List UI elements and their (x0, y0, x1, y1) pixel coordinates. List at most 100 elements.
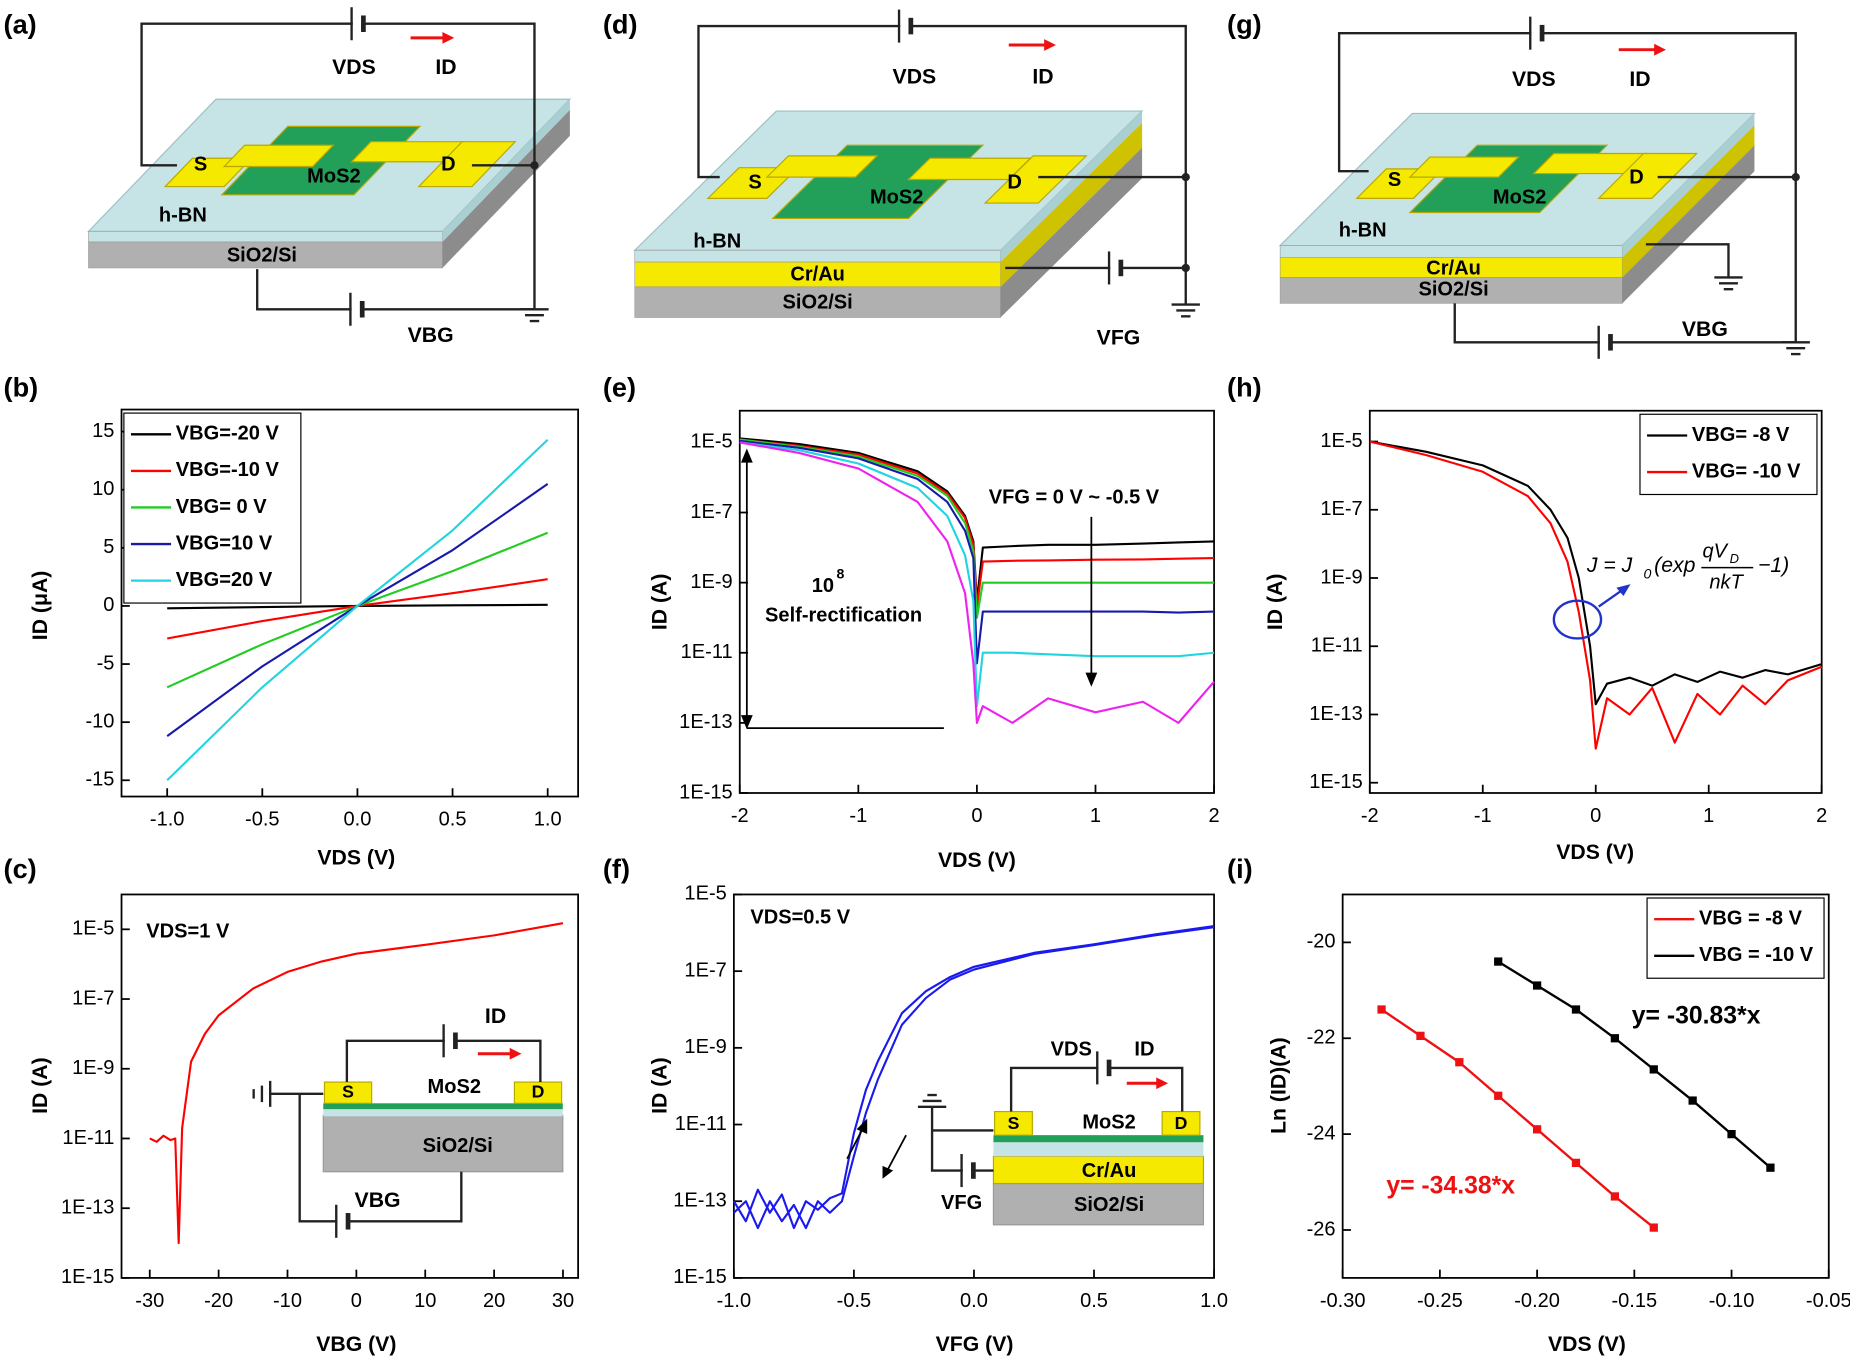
label: VBG (1682, 318, 1728, 341)
source-arm (1408, 156, 1520, 178)
plot-frame (120, 893, 580, 1279)
arrow-head (1616, 584, 1631, 596)
series-line (149, 922, 564, 1245)
x-tick-label: 2 (1208, 805, 1219, 827)
x-tick-label: 1 (1090, 805, 1101, 827)
label: SiO2/Si (1074, 1194, 1144, 1216)
series-line (739, 439, 1215, 665)
sweep-arrow (886, 1134, 907, 1171)
layer-side (1000, 147, 1143, 318)
battery-gap (1531, 29, 1541, 37)
y-tick-label: 1E-9 (684, 1036, 726, 1058)
panel-label: (g) (1227, 8, 1262, 39)
layer-side (442, 109, 570, 268)
current-arrow-head (1156, 1077, 1169, 1090)
dielectric (323, 1109, 563, 1117)
arrow-head (882, 1165, 894, 1179)
point (1532, 1125, 1542, 1134)
y-tick-label: 1E-9 (690, 571, 732, 593)
layer-side (1622, 145, 1755, 304)
point (1532, 981, 1542, 990)
y-tick-label: 1E-11 (62, 1127, 114, 1149)
x-tick-label: 1.0 (1200, 1290, 1228, 1312)
x-tick-label: -2 (1361, 805, 1379, 827)
battery-gap (1110, 264, 1120, 272)
arrow-head (740, 715, 753, 730)
point (1416, 1031, 1425, 1040)
x-tick-label: -0.15 (1611, 1290, 1657, 1312)
point (1571, 1158, 1581, 1168)
x-tick-label: -0.5 (245, 808, 280, 830)
panel-label: (c) (4, 853, 37, 884)
y-tick-label: 1E-9 (72, 1057, 114, 1079)
x-tick-label: 0 (351, 1290, 362, 1312)
label: MoS2 (1082, 1112, 1135, 1134)
label: SiO2/Si (783, 292, 853, 314)
legend-label: VBG= 0 V (176, 496, 267, 518)
point (1766, 1163, 1775, 1172)
x-tick-label: -0.30 (1320, 1290, 1366, 1312)
series-line (733, 926, 1215, 1230)
label: VDS (1512, 68, 1556, 91)
x-tick-label: -0.20 (1514, 1290, 1560, 1312)
y-tick-label: 10 (92, 478, 114, 500)
point (1649, 1223, 1658, 1232)
point (1649, 1065, 1658, 1074)
label: h-BN (1339, 220, 1387, 242)
layer-side (1000, 122, 1143, 287)
fit-line (1380, 1008, 1655, 1229)
layer-front (88, 241, 443, 269)
layer-front (634, 249, 1001, 263)
channel (323, 1103, 563, 1110)
x-tick-label: 0 (971, 805, 982, 827)
y-tick-label: 5 (103, 536, 114, 558)
arrow-head (1085, 672, 1098, 687)
label: MoS2 (428, 1076, 481, 1098)
wire (1337, 31, 1797, 343)
y-tick-label: 1E-5 (690, 431, 732, 453)
label: VDS (893, 66, 937, 89)
junction (1181, 263, 1190, 273)
series-line (166, 438, 549, 782)
y-tick-label: 1E-13 (61, 1196, 115, 1218)
label: Cr/Au (1082, 1160, 1137, 1182)
layer-front (88, 231, 443, 243)
layer-side (1622, 113, 1755, 258)
y-tick-label: -22 (1307, 1027, 1336, 1049)
label: ID (1134, 1038, 1154, 1060)
current-arrow-head (1044, 39, 1056, 51)
battery-gap (1599, 338, 1610, 346)
label: VDS (332, 56, 376, 79)
label: SiO2/Si (423, 1135, 493, 1157)
legend-label: VBG= -8 V (1692, 424, 1790, 446)
y-axis-label: ID (A) (1264, 574, 1287, 631)
drain (513, 1081, 563, 1104)
legend-label: VBG = -8 V (1699, 908, 1803, 930)
x-axis-label: VFG (V) (936, 1333, 1014, 1356)
wire (298, 1093, 463, 1223)
point (1377, 1005, 1386, 1014)
legend-label: VBG=-10 V (176, 459, 280, 481)
y-tick-label: 1E-11 (675, 1113, 727, 1135)
annotation: VFG = 0 V ~ -0.5 V (989, 486, 1160, 508)
source-arm (222, 144, 335, 168)
y-tick-label: 1E-15 (61, 1266, 115, 1288)
x-tick-label: 0.5 (439, 808, 467, 830)
label: D (1629, 167, 1643, 189)
label: ID (1032, 66, 1053, 89)
y-tick-label: 1E-5 (1320, 430, 1362, 452)
y-tick-label: 1E-11 (1311, 635, 1363, 657)
x-axis-label: VDS (V) (1548, 1333, 1626, 1356)
layer-side (1000, 111, 1143, 263)
battery-gap (337, 1217, 347, 1225)
x-tick-label: -1 (1474, 805, 1492, 827)
legend-label: VBG = -10 V (1699, 944, 1814, 966)
label: VFG (1097, 326, 1141, 349)
y-tick-label: 1E-11 (681, 641, 733, 663)
y-tick-label: 1E-5 (684, 883, 726, 905)
x-tick-label: 20 (483, 1290, 505, 1312)
drain (417, 141, 517, 188)
junction (530, 161, 539, 170)
wire (697, 24, 1187, 305)
